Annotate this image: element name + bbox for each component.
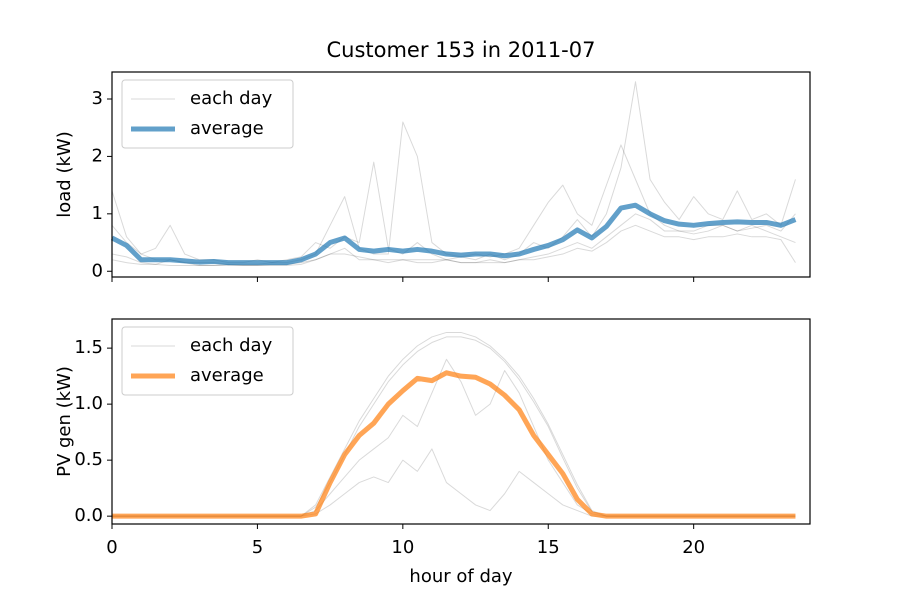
chart-title: Customer 153 in 2011-07: [326, 38, 595, 62]
legend-label: each day: [190, 335, 273, 356]
y-tick-label: 1.5: [74, 337, 103, 358]
legend-label: average: [190, 118, 264, 139]
average-line: [112, 370, 796, 519]
y-tick-label: 3: [92, 88, 103, 109]
legend-label: each day: [190, 88, 273, 109]
y-tick-label: 0: [92, 260, 103, 281]
x-tick-label: 0: [106, 537, 117, 558]
x-tick-label: 5: [252, 537, 263, 558]
x-axis-label: hour of day: [409, 566, 512, 587]
daily-line: [111, 224, 796, 267]
x-tick-label: 15: [537, 537, 560, 558]
legend-label: average: [190, 365, 264, 386]
x-tick-label: 20: [682, 537, 705, 558]
y-axis-label: PV gen (kW): [54, 366, 75, 477]
y-tick-label: 0.0: [74, 505, 103, 526]
y-tick-label: 2: [92, 145, 103, 166]
axes-frame: [111, 318, 811, 525]
average-line: [110, 202, 797, 266]
y-axis-label: load (kW): [54, 131, 75, 217]
axes-frame: [111, 71, 811, 278]
y-tick-label: 0.5: [74, 449, 103, 470]
y-tick-label: 1.0: [74, 393, 103, 414]
x-tick-label: 10: [391, 537, 414, 558]
daily-line: [112, 448, 796, 517]
y-tick-label: 1: [92, 203, 103, 224]
